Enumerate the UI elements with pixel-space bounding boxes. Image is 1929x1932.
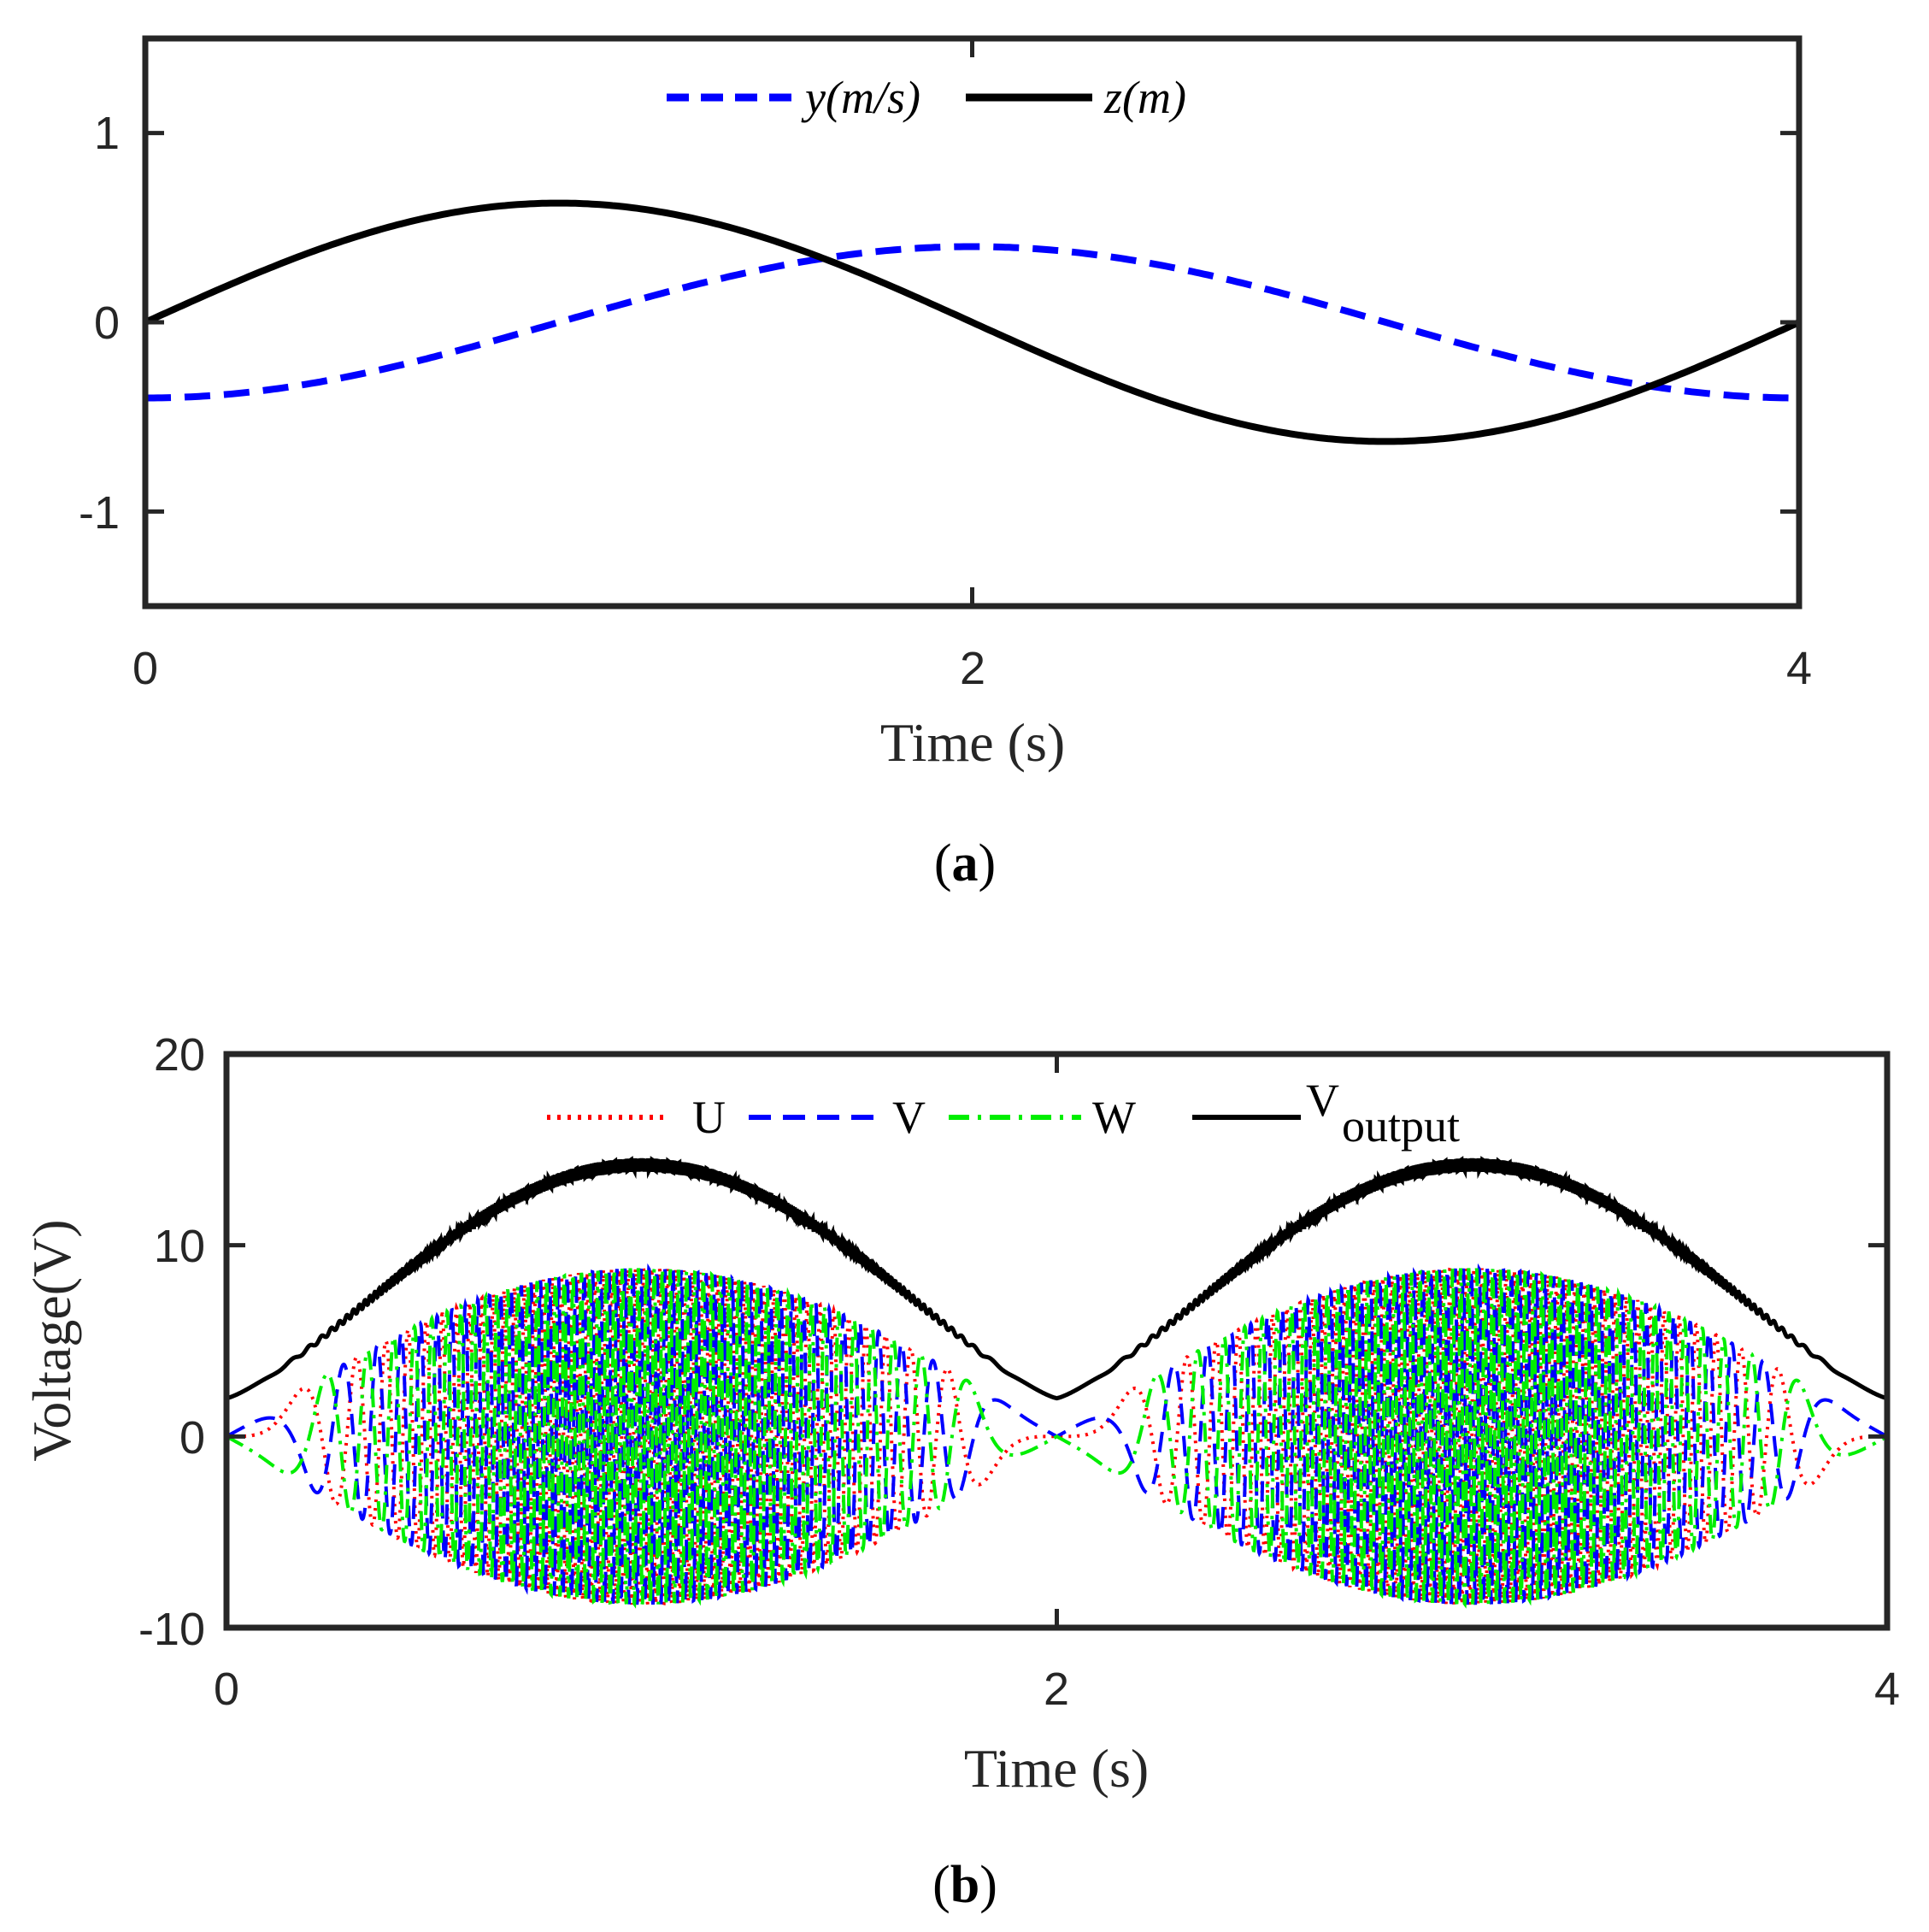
panel-b-ytick-label: 20 [154,1029,205,1081]
series-line-y [145,243,1799,402]
series-line-w [225,1268,1889,1609]
series-line-z [144,199,1801,445]
panel-b-xtick-label: 0 [214,1664,239,1715]
panel-a-xlabel: Time (s) [880,712,1065,773]
legend-label-u: U [692,1092,726,1143]
panel-b-ylabel: Voltage(V) [21,1219,82,1461]
legend-label-w: W [1092,1092,1136,1143]
legend-label-v: V [892,1092,926,1143]
panel-b-ticks [224,1051,1890,1630]
panel-a-legend: y(m/s) z(m) [667,72,1186,123]
panel-b-ytick-label: -10 [138,1604,205,1655]
panel-a-xtick-label: 0 [132,643,158,694]
panel-a: 1 0 -1 0 2 4 Time (s) y(m/s) z(m) (a) [79,35,1812,892]
panel-a-xtick-label: 2 [960,643,985,694]
panel-a-ticks [143,38,1802,606]
panel-a-ytick-label: 0 [94,297,120,349]
panel-b-legend: U V W V output [547,1075,1460,1152]
legend-label-z: z(m) [1103,72,1186,123]
panel-b-xlabel: Time (s) [964,1738,1149,1799]
panel-b-caption-letter: b [950,1856,979,1914]
panel-b-xtick-label: 2 [1044,1664,1069,1715]
legend-label-y: y(m/s) [801,72,920,123]
legend-label-voutput: V [1306,1075,1339,1126]
panel-a-series-layer [144,199,1801,445]
panel-a-ytick-label: 1 [94,108,120,159]
panel-b-ytick-label: 0 [179,1412,205,1464]
series-line-voutput [226,1156,1888,1401]
panel-b-caption: (b) [932,1856,997,1914]
panel-a-caption-letter: a [952,834,979,892]
panel-b-ytick-label: 10 [154,1221,205,1272]
panel-a-xtick-label: 4 [1786,643,1812,694]
series-line-u [226,1265,1887,1607]
panel-a-caption: (a) [934,834,996,892]
panel-a-ytick-label: -1 [79,487,120,539]
panel-b-series-layer [225,1156,1889,1609]
legend-label-voutput-subscript: output [1342,1100,1460,1152]
panel-b-xtick-label: 4 [1874,1664,1900,1715]
panel-b: 20 10 0 -10 0 2 4 Time (s) Voltage(V) U … [21,1029,1900,1914]
